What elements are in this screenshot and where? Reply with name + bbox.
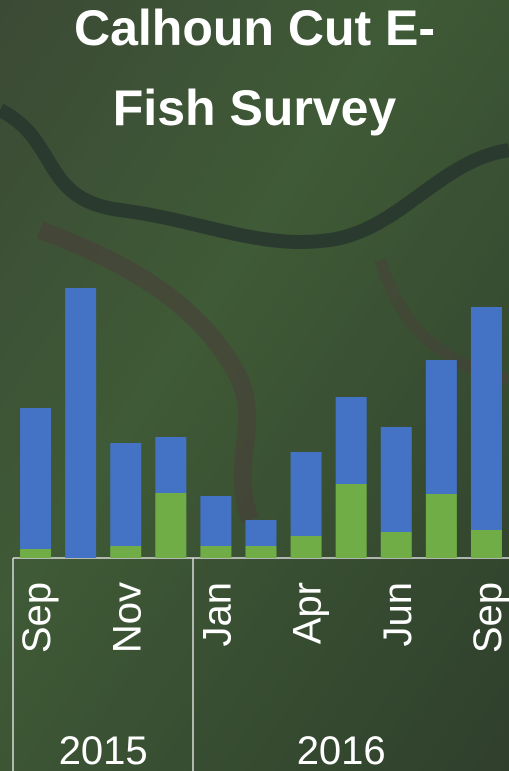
x-tick-label: Apr bbox=[286, 582, 330, 644]
group-label: 2015 bbox=[59, 729, 148, 771]
page: Calhoun Cut E- Fish Survey Sep Nov Jan Apr J… bbox=[0, 0, 509, 771]
x-tick-label: Nov bbox=[105, 582, 149, 653]
bar-segment bbox=[155, 437, 186, 493]
chart-title: Calhoun Cut E- Fish Survey bbox=[35, 0, 475, 148]
bar-segment bbox=[291, 536, 322, 558]
bar-segment bbox=[200, 496, 231, 546]
chart: Calhoun Cut E- Fish Survey Sep Nov Jan Apr J… bbox=[0, 0, 509, 771]
bar-segment bbox=[381, 427, 412, 532]
bar-segment bbox=[381, 532, 412, 558]
bar-segment bbox=[155, 493, 186, 558]
bar-segment bbox=[291, 452, 322, 536]
bar-segment bbox=[471, 530, 502, 558]
bar-segment bbox=[65, 288, 96, 558]
bar-segment bbox=[471, 307, 502, 530]
x-tick-label: Sep bbox=[15, 582, 59, 653]
bar-segment bbox=[110, 443, 141, 546]
bar-segment bbox=[426, 494, 457, 558]
bar-segment bbox=[336, 484, 367, 558]
bar-segment bbox=[200, 546, 231, 558]
bar-segment bbox=[20, 408, 51, 549]
bar-segment bbox=[110, 546, 141, 558]
x-tick-label: Sep bbox=[466, 582, 509, 653]
bar-segment bbox=[426, 360, 457, 494]
bar-segment bbox=[20, 549, 51, 558]
bar-segment bbox=[246, 546, 277, 558]
bar-segment bbox=[336, 397, 367, 484]
title-box: Calhoun Cut E- Fish Survey bbox=[0, 0, 509, 150]
x-tick-label: Jun bbox=[376, 582, 420, 647]
bar-segment bbox=[246, 520, 277, 546]
group-label: 2016 bbox=[297, 729, 386, 771]
x-tick-label: Jan bbox=[195, 582, 239, 647]
